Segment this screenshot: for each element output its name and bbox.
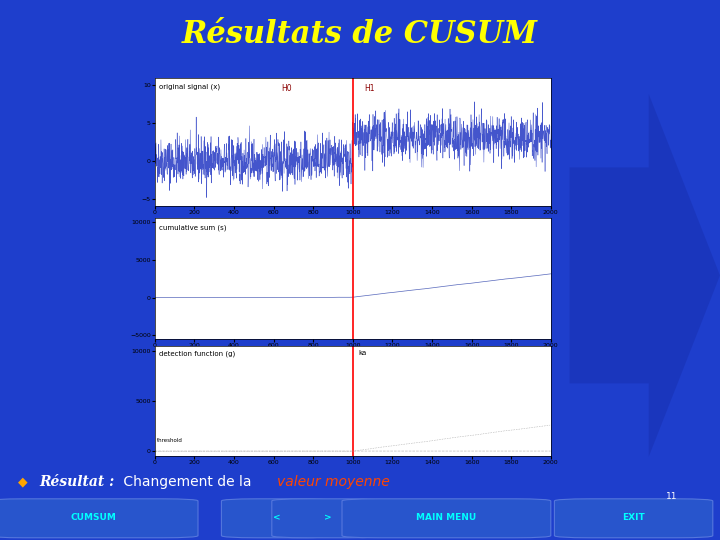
Text: cumulative sum (s): cumulative sum (s) <box>159 224 226 231</box>
Text: <: < <box>274 514 281 522</box>
Text: valeur moyenne: valeur moyenne <box>277 475 390 489</box>
Text: H1: H1 <box>364 84 375 93</box>
Text: detection function (g): detection function (g) <box>159 350 235 356</box>
Text: >: > <box>324 514 331 522</box>
FancyBboxPatch shape <box>554 499 713 538</box>
Text: original signal (x): original signal (x) <box>159 84 220 90</box>
FancyBboxPatch shape <box>272 499 383 538</box>
Text: H0: H0 <box>282 84 292 93</box>
Text: Résultats de CUSUM: Résultats de CUSUM <box>182 19 538 50</box>
Text: threshold: threshold <box>157 438 183 443</box>
Text: ka: ka <box>359 350 367 356</box>
Polygon shape <box>570 94 720 457</box>
Text: Changement de la: Changement de la <box>119 475 251 489</box>
Text: ◆: ◆ <box>18 475 27 488</box>
Text: Résultat :: Résultat : <box>40 475 115 489</box>
FancyBboxPatch shape <box>0 499 198 538</box>
Text: EXIT: EXIT <box>622 514 645 522</box>
FancyBboxPatch shape <box>222 499 333 538</box>
Text: 11: 11 <box>666 491 678 501</box>
FancyBboxPatch shape <box>342 499 551 538</box>
Text: CUMSUM: CUMSUM <box>71 514 117 522</box>
Text: MAIN MENU: MAIN MENU <box>416 514 477 522</box>
